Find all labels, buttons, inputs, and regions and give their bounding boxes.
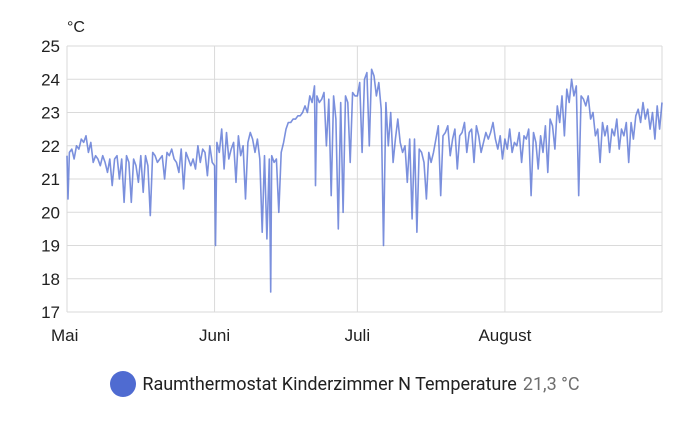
y-tick-label: 25 <box>41 37 60 56</box>
y-tick-label: 24 <box>41 70 60 89</box>
chart-grid <box>66 45 663 313</box>
x-tick-label: Mai <box>51 326 78 345</box>
y-unit-label: °C <box>67 19 85 36</box>
y-tick-label: 22 <box>41 137 60 156</box>
y-tick-label: 17 <box>41 303 60 322</box>
y-tick-label: 21 <box>41 170 60 189</box>
legend-current-value: 21,3 °C <box>522 373 580 395</box>
series-line[interactable] <box>66 68 663 293</box>
y-tick-label: 19 <box>41 237 60 256</box>
y-tick-label: 18 <box>41 270 60 289</box>
legend-color-swatch <box>110 371 137 397</box>
y-tick-label: 23 <box>41 104 60 123</box>
x-tick-label: August <box>478 326 531 345</box>
legend-series-name: Raumthermostat Kinderzimmer N Temperatur… <box>142 373 517 395</box>
y-axis-ticks: 17 18 19 20 21 22 23 24 25 <box>41 37 60 322</box>
temperature-chart: °C 17 18 19 20 21 22 23 24 25 Mai Juni Juli August <box>41 19 663 345</box>
x-axis-ticks: Mai Juni Juli August <box>51 326 532 345</box>
series-layer <box>66 68 663 312</box>
x-tick-label: Juli <box>345 326 371 345</box>
x-tick-label: Juni <box>199 326 230 345</box>
series-area <box>67 69 662 312</box>
legend[interactable]: Raumthermostat Kinderzimmer N Temperatur… <box>0 362 690 406</box>
y-tick-label: 20 <box>41 203 60 222</box>
